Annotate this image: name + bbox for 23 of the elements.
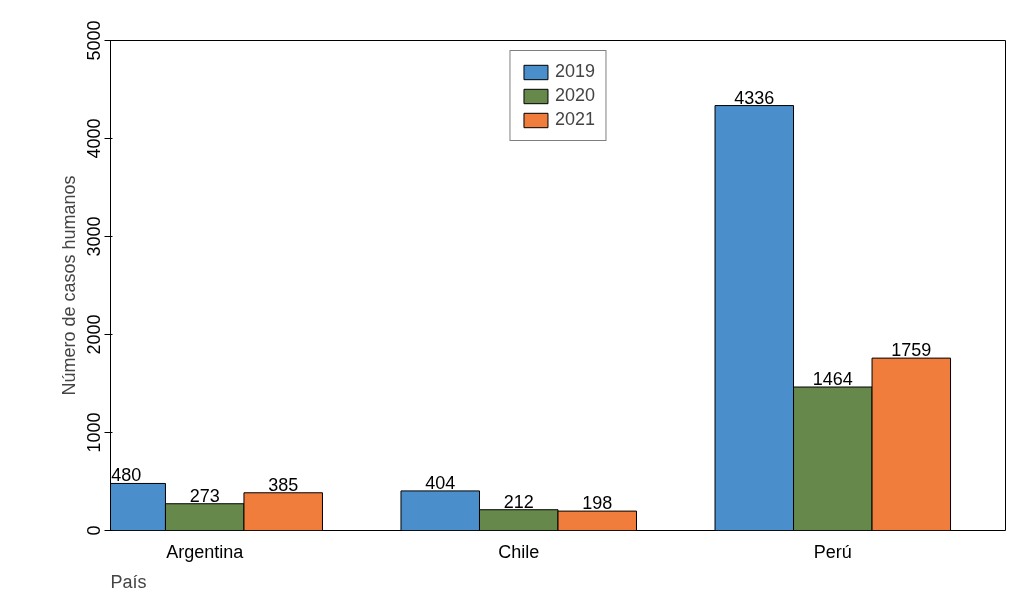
data-label: 1759 <box>891 340 932 361</box>
x-tick-label: Chile <box>498 541 540 562</box>
y-axis-title: Número de casos humanos <box>58 175 79 396</box>
data-label: 385 <box>268 474 299 495</box>
data-label: 212 <box>503 491 534 512</box>
data-label: 1464 <box>812 369 853 390</box>
x-tick-label: Argentina <box>166 541 245 562</box>
data-label: 4336 <box>734 87 775 108</box>
y-tick-label: 5000 <box>83 20 104 61</box>
y-tick-label: 0 <box>83 525 104 536</box>
y-tick-label: 2000 <box>83 314 104 355</box>
data-label: 273 <box>189 485 220 506</box>
y-tick-label: 4000 <box>83 118 104 159</box>
legend-label: 2021 <box>554 109 596 130</box>
data-label: 404 <box>425 472 456 493</box>
x-tick-label: Perú <box>813 541 852 562</box>
legend-label: 2019 <box>554 61 596 82</box>
y-tick-label: 3000 <box>83 216 104 257</box>
data-label: 198 <box>582 493 613 514</box>
x-axis-title: País <box>110 571 147 592</box>
legend-label: 2020 <box>554 85 596 106</box>
data-label: 480 <box>111 465 142 486</box>
y-tick-label: 1000 <box>83 412 104 453</box>
